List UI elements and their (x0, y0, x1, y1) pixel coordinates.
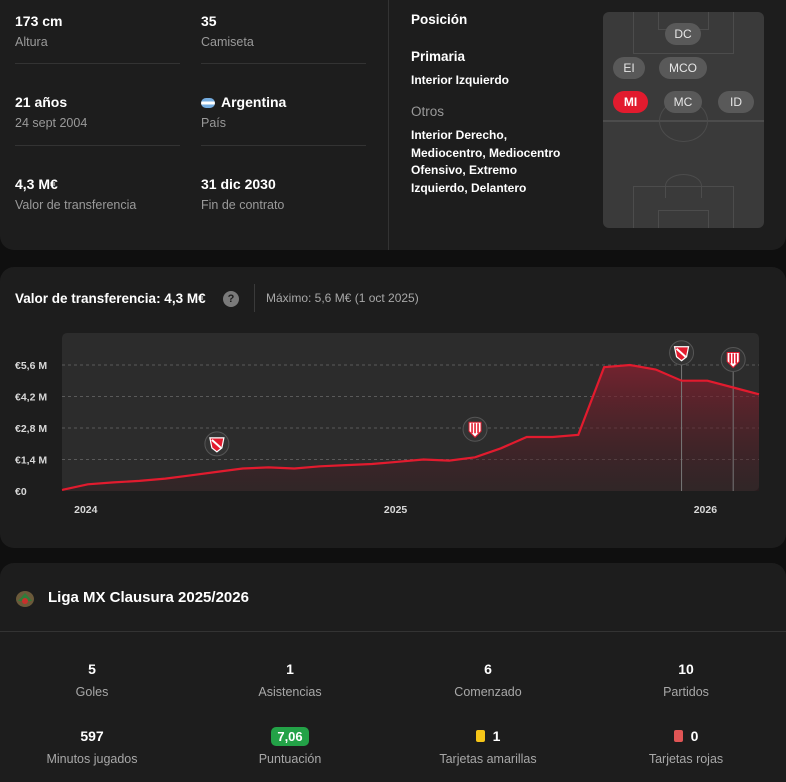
stat-started: 6 Comenzado (403, 659, 573, 700)
x-tick-label: 2026 (694, 504, 718, 516)
height-stat: 173 cm Altura (15, 12, 180, 50)
stat-label: Minutos jugados (46, 752, 138, 766)
necaxa-crest-icon[interactable] (720, 347, 746, 372)
divider (15, 63, 180, 64)
stat-value: 1 (492, 728, 501, 744)
divider (201, 63, 366, 64)
stat-red-cards: 0 Tarjetas rojas (601, 726, 771, 767)
stat-label: Puntuación (258, 752, 322, 766)
stat-label: Tarjetas amarillas (439, 752, 537, 766)
x-tick-label: 2024 (74, 504, 98, 516)
shirt-label: Camiseta (201, 35, 254, 49)
red-card-icon (673, 730, 683, 742)
necaxa-crest-icon[interactable] (462, 416, 488, 442)
y-tick-label: €0 (15, 486, 27, 498)
transfer-max-text: Máximo: 5,6 M€ (1 oct 2025) (266, 291, 419, 305)
y-tick-label: €1,4 M (15, 455, 47, 467)
y-tick-label: €5,6 M (15, 360, 47, 372)
x-tick-label: 2025 (384, 504, 408, 516)
transfer-chart-title: Valor de transferencia: 4,3 M€ (15, 291, 206, 306)
pitch-goal-area-bottom (658, 210, 709, 228)
stat-value: 1 (286, 661, 294, 677)
pitch-penalty-arc (665, 174, 702, 198)
position-chip-id[interactable]: ID (718, 91, 754, 113)
vertical-divider (388, 0, 389, 250)
stat-value: 5 (88, 661, 96, 677)
transfer-value-chart[interactable]: €0 €1,4 M €2,8 M €4,2 M €5,6 M 2024 2025 2026 (0, 267, 786, 548)
chart-club-markers (204, 340, 746, 457)
transfer-value-card: Valor de transferencia: 4,3 M€ ? Máximo:… (0, 267, 786, 548)
chart-area-fill (62, 365, 759, 491)
position-title: Posición (411, 12, 468, 27)
position-chip-mc[interactable]: MC (664, 91, 702, 113)
country-stat: Argentina País (201, 93, 366, 131)
stat-matches: 10 Partidos (601, 659, 771, 700)
stat-label: Asistencias (258, 685, 322, 699)
primary-position-value: Interior Izquierdo (411, 73, 510, 87)
stat-value: 597 (80, 728, 104, 744)
country-label: País (201, 116, 227, 130)
contract-end-value: 31 dic 2030 (201, 176, 276, 192)
age-stat: 21 años 24 sept 2004 (15, 93, 180, 131)
height-label: Altura (15, 35, 48, 49)
question-icon[interactable]: ? (223, 291, 239, 307)
divider (201, 145, 366, 146)
contract-stat: 31 dic 2030 Fin de contrato (201, 175, 366, 213)
stat-value: 10 (678, 661, 694, 677)
divider (0, 631, 786, 632)
chart-marker-lines (681, 364, 734, 491)
transfer-value-stat: 4,3 M€ Valor de transferencia (15, 175, 180, 213)
shirt-stat: 35 Camiseta (201, 12, 366, 50)
divider (15, 145, 180, 146)
stat-goals: 5 Goles (7, 659, 177, 700)
height-value: 173 cm (15, 13, 63, 29)
chart-y-tick-labels: €0 €1,4 M €2,8 M €4,2 M €5,6 M (15, 360, 47, 498)
transfer-value-label: Valor de transferencia (15, 198, 137, 212)
rating-badge[interactable]: 7,06 (271, 727, 309, 746)
transfer-value: 4,3 M€ (15, 176, 58, 192)
league-name[interactable]: Liga MX Clausura 2025/2026 (48, 589, 249, 606)
position-chip-ei[interactable]: EI (613, 57, 645, 79)
stat-label: Partidos (663, 685, 709, 699)
contract-end-label: Fin de contrato (201, 198, 285, 212)
liga-mx-icon (16, 591, 34, 607)
player-facts-grid: 173 cm Altura 35 Camiseta 21 años 24 sep… (0, 0, 388, 250)
independiente-crest-icon[interactable] (669, 340, 695, 366)
stat-rating: 7,06 Puntuación (205, 726, 375, 767)
other-positions-label: Otros (411, 104, 445, 119)
y-tick-label: €4,2 M (15, 392, 47, 404)
position-chip-mco[interactable]: MCO (659, 57, 707, 79)
chart-series-line (61, 363, 760, 491)
stat-value: 0 (690, 728, 699, 744)
argentina-flag-icon (201, 98, 215, 108)
stat-label: Comenzado (454, 685, 522, 699)
position-chip-dc[interactable]: DC (665, 23, 701, 45)
yellow-card-icon (475, 730, 485, 742)
independiente-crest-icon[interactable] (204, 431, 230, 457)
country-value-row: Argentina (201, 93, 366, 111)
season-stats-card: Liga MX Clausura 2025/2026 5 Goles 1 Asi… (0, 563, 786, 782)
other-positions-value: Interior Derecho, Mediocentro, Mediocent… (411, 128, 561, 195)
stat-yellow-cards: 1 Tarjetas amarillas (403, 726, 573, 767)
y-tick-label: €2,8 M (15, 423, 47, 435)
age-value: 21 años (15, 94, 68, 110)
stat-label: Tarjetas rojas (648, 752, 724, 766)
birthdate-label: 24 sept 2004 (15, 116, 88, 130)
stat-assists: 1 Asistencias (205, 659, 375, 700)
divider (254, 284, 255, 312)
stat-minutes: 597 Minutos jugados (7, 726, 177, 767)
player-info-card: 173 cm Altura 35 Camiseta 21 años 24 sep… (0, 0, 786, 250)
stat-label: Goles (75, 685, 109, 699)
pitch-penalty-area-top (633, 12, 734, 54)
position-pitch: DC EI MCO MI MC ID (603, 12, 764, 228)
position-chip-mi[interactable]: MI (613, 91, 648, 113)
stat-value: 6 (484, 661, 492, 677)
shirt-value: 35 (201, 13, 217, 29)
primary-position-label: Primaria (411, 49, 466, 64)
country-value: Argentina (221, 94, 287, 110)
chart-x-tick-labels: 2024 2025 2026 (74, 504, 717, 516)
chart-gridlines (62, 364, 759, 460)
